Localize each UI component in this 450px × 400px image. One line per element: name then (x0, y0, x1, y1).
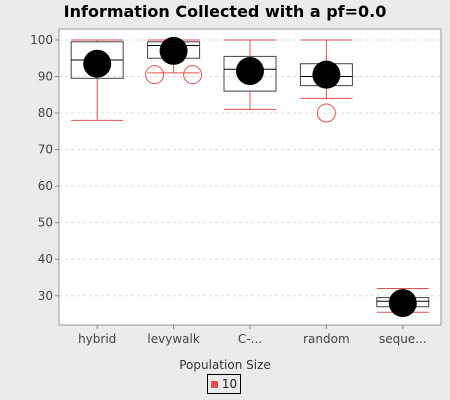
outlier-point (183, 65, 203, 85)
legend: 10 (207, 374, 241, 394)
mean-marker (83, 49, 112, 78)
mean-marker (312, 60, 341, 89)
x-axis-title: Population Size (179, 358, 271, 372)
x-tick-label: seque... (379, 332, 427, 346)
x-tick-label: random (303, 332, 350, 346)
x-tick-label: C-... (238, 332, 262, 346)
box-hybrid (70, 39, 124, 121)
y-tick-label: 80 (38, 106, 53, 120)
outlier-point (145, 65, 165, 85)
box-levywalk (145, 36, 203, 85)
mean-marker (159, 36, 188, 65)
grid-lines (59, 39, 441, 297)
y-axis-ticks: 30 40 50 60 70 80 90 100 (30, 33, 59, 303)
y-tick-label: 40 (38, 252, 53, 266)
legend-label: 10 (221, 377, 238, 391)
legend-swatch (210, 380, 218, 388)
box-iqr (223, 55, 277, 92)
x-axis-ticks: hybrid levywalk C-... random seque... (78, 325, 427, 346)
x-tick-label: levywalk (147, 332, 199, 346)
x-tick-label: hybrid (78, 332, 116, 346)
chart-title: Information Collected with a pf=0.0 (63, 2, 387, 21)
mean-marker (236, 57, 264, 86)
y-tick-label: 100 (30, 33, 53, 47)
outlier-point (316, 103, 336, 123)
y-tick-label: 60 (38, 179, 53, 193)
y-tick-label: 30 (38, 289, 53, 303)
y-tick-label: 70 (38, 143, 53, 157)
box-random (299, 39, 353, 123)
y-tick-label: 90 (38, 70, 53, 84)
mean-marker (388, 289, 417, 318)
box-seque (376, 287, 430, 318)
box-c (223, 39, 277, 110)
box-plots (70, 36, 430, 318)
y-tick-label: 50 (38, 216, 53, 230)
